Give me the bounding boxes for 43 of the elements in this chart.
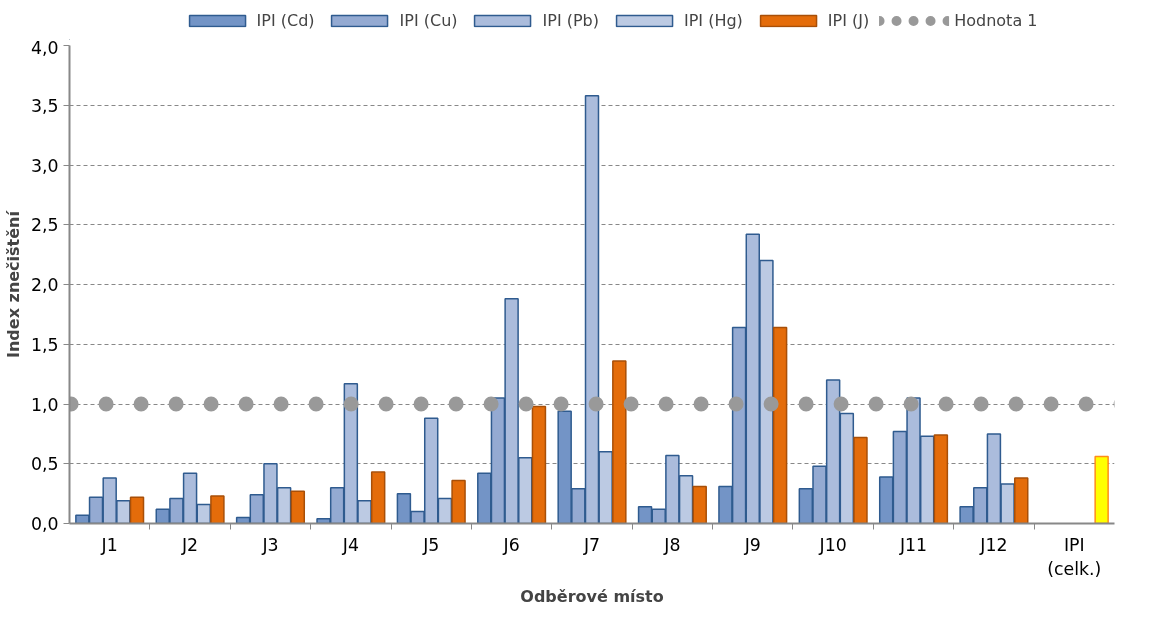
bar	[692, 485, 707, 524]
x-tick-label: J10	[818, 534, 847, 555]
legend-label: IPI (Cu)	[399, 10, 458, 30]
x-tick-label: J2	[181, 534, 199, 555]
x-tick-label: J3	[261, 534, 279, 555]
x-tick-label: J8	[663, 534, 681, 555]
x-tick-label: J9	[743, 534, 761, 555]
x-tick-label: J1	[100, 534, 118, 555]
x-tick-label: J5	[422, 534, 440, 555]
bar	[933, 434, 949, 524]
legend-label: Hodnota 1	[954, 10, 1038, 30]
legend-label: IPI (Pb)	[542, 10, 599, 30]
x-tick-label: J6	[502, 534, 520, 555]
y-axis-title: Index znečištění	[3, 209, 23, 358]
y-tick-label: 0,0	[30, 514, 59, 534]
x-tick-label: J12	[979, 534, 1008, 555]
bar	[370, 471, 386, 524]
legend-label: IPI (Hg)	[683, 10, 743, 30]
bar	[451, 479, 466, 524]
x-tick-label: J11	[898, 534, 928, 555]
x-axis-title: Odběrové místo	[520, 586, 664, 606]
x-tick-label: J7	[582, 534, 601, 555]
bar	[1094, 455, 1109, 524]
bar	[210, 495, 225, 524]
legend-label: IPI (J)	[827, 10, 870, 30]
bar	[290, 490, 306, 524]
bar	[129, 496, 145, 524]
x-tick-label: IPI (celk.)	[1047, 534, 1102, 579]
y-tick-label: 0,5	[30, 454, 59, 475]
y-tick-label: 2,5	[30, 215, 59, 236]
y-tick-label: 4,0	[30, 37, 59, 58]
y-tick-label: 2,0	[30, 275, 59, 295]
y-tick-label: 1,0	[30, 394, 59, 415]
y-tick-label: 3,0	[30, 155, 59, 176]
legend-label: IPI (Cd)	[256, 10, 315, 30]
bar	[531, 405, 547, 524]
bar	[612, 360, 627, 524]
bar	[1014, 477, 1029, 524]
bar	[772, 326, 788, 524]
y-tick-label: 3,5	[30, 95, 59, 116]
y-tick-label: 1,5	[30, 334, 59, 355]
x-tick-label: J4	[341, 534, 359, 555]
bar	[853, 436, 868, 524]
